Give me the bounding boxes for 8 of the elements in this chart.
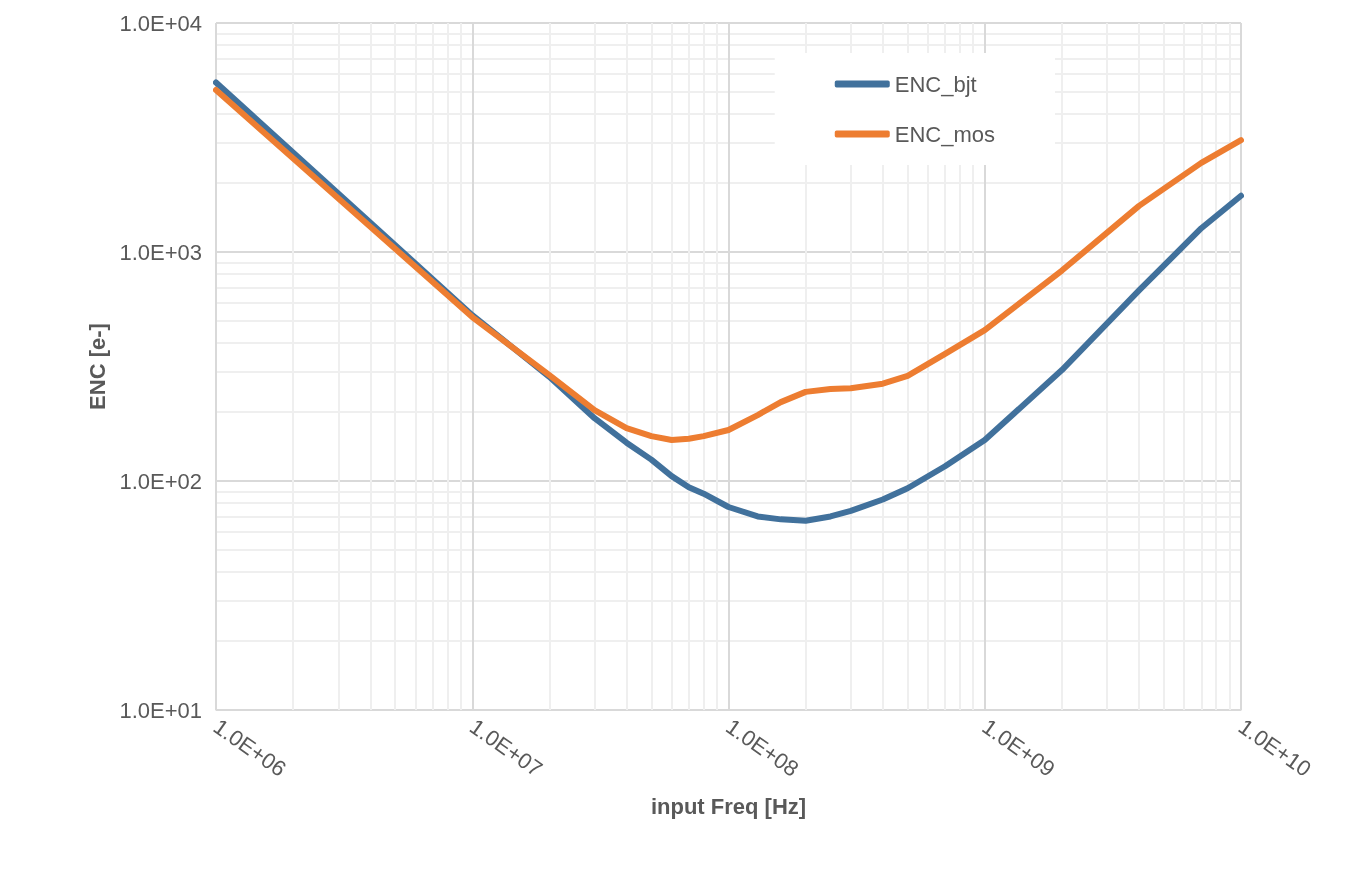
legend-label: ENC_mos — [894, 121, 995, 147]
y-axis-title: ENC [e-] — [85, 323, 111, 410]
legend-label: ENC_bjt — [894, 71, 977, 97]
y-tick-label: 1.0E+02 — [119, 468, 202, 494]
y-tick-label: 1.0E+01 — [119, 697, 202, 723]
y-tick-label: 1.0E+03 — [119, 239, 202, 265]
y-tick-label: 1.0E+04 — [119, 10, 202, 36]
x-axis-title: input Freq [Hz] — [650, 793, 807, 819]
